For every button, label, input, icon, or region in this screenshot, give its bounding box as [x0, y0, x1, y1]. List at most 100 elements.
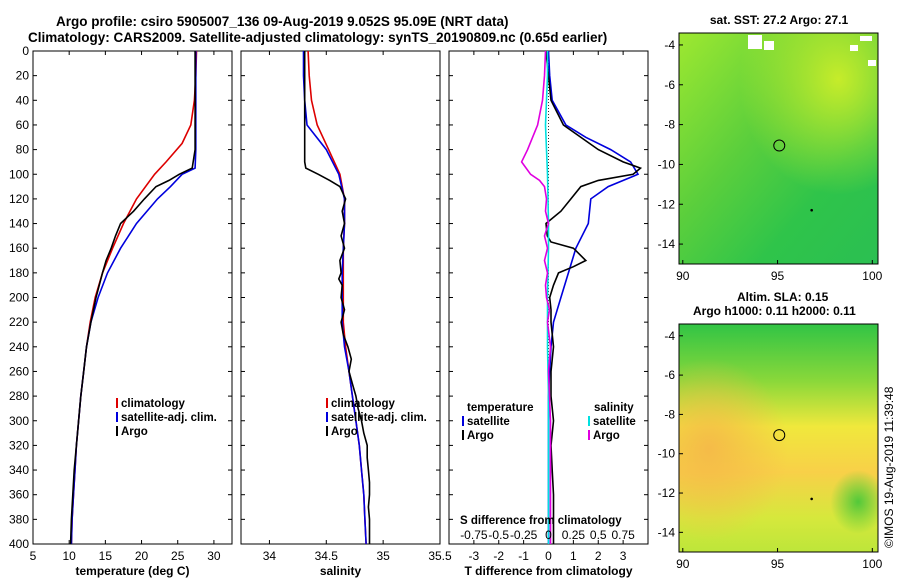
imos-watermark: ©IMOS 19-Aug-2019 11:39:48	[882, 386, 896, 548]
series-line-argo	[69, 51, 196, 545]
series-line-argo	[303, 51, 371, 544]
y-tick-label: 0	[22, 44, 29, 58]
y-tick-label: 140	[9, 217, 29, 231]
x-tick-label: 1	[570, 549, 577, 563]
legend-title-temperature: temperature	[467, 402, 533, 414]
map-y-tick-label: -8	[664, 407, 675, 421]
x-tick-label: 20	[135, 549, 149, 563]
plot-frame	[32, 50, 233, 545]
s-tick-label: 0.75	[611, 528, 635, 542]
map-x-tick-label: 100	[862, 557, 882, 571]
series-line-t-argo	[545, 50, 643, 544]
x-tick-label: 34	[263, 549, 277, 563]
map-y-tick-label: -14	[658, 525, 676, 539]
sst-map-cloud-mask	[860, 36, 872, 41]
sst-map-cloud-mask	[868, 60, 876, 66]
y-tick-label: 160	[9, 241, 29, 255]
legend-title-salinity: salinity	[594, 402, 634, 414]
legend-label: climatology	[331, 398, 396, 410]
sst-map-warm-region	[679, 33, 878, 264]
legend-label: Argo	[121, 426, 148, 438]
argo-previous-position	[810, 208, 813, 212]
x-tick-label: 30	[207, 549, 221, 563]
argo-position-marker	[773, 429, 786, 442]
map-x-tick-label: 95	[771, 557, 785, 571]
series-line-satellite-adj-clim-	[302, 51, 367, 545]
sst-map-cloud-mask	[748, 35, 762, 49]
x-tick-label: 2	[595, 549, 602, 563]
x-tick-label: 5	[30, 549, 37, 563]
s-tick-label: 0.5	[590, 528, 607, 542]
s-tick-label: -0.75	[460, 528, 488, 542]
x-tick-label: -3	[469, 549, 480, 563]
y-tick-label: 300	[9, 414, 29, 428]
y-tick-label: 100	[9, 167, 29, 181]
y-tick-label: 80	[16, 143, 30, 157]
map-y-tick-label: -12	[658, 197, 676, 211]
x-tick-label: 35	[376, 549, 390, 563]
map-x-tick-label: 90	[676, 557, 690, 571]
x-tick-label: 0	[545, 549, 552, 563]
y-tick-label: 320	[9, 438, 29, 452]
map-y-tick-label: -14	[658, 237, 676, 251]
legend-label: Argo	[467, 430, 494, 442]
temperature-panel: 0 20 40 60 80 100 120 140 160 180 200 220 240 260 280 3…	[9, 44, 233, 578]
argo-position-marker	[773, 139, 786, 152]
map-y-tick-label: -4	[664, 329, 675, 343]
difference-panel: -3 -2 -1 0 1 2 3T difference from climatology t…	[448, 50, 649, 578]
y-tick-label: 400	[9, 537, 29, 551]
x-axis-label: salinity	[320, 564, 362, 578]
series-line-climatology	[70, 50, 198, 545]
x-tick-label: 35.5	[428, 549, 452, 563]
x-tick-label: 34.5	[315, 549, 339, 563]
argo-previous-position	[810, 497, 813, 501]
map-y-tick-label: -6	[664, 78, 675, 92]
y-tick-label: 360	[9, 488, 29, 502]
sst-map-cloud-mask	[850, 45, 858, 51]
s-axis-title: S difference from climatology	[460, 515, 622, 527]
sla-map-anomaly-low	[679, 324, 878, 552]
y-tick-label: 260	[9, 364, 29, 378]
sla-map-frame	[678, 323, 879, 553]
x-axis-label: temperature (deg C)	[75, 564, 189, 578]
series-line-s-satellite	[544, 51, 550, 544]
x-tick-label: 3	[620, 549, 627, 563]
map-y-tick-label: -4	[664, 38, 675, 52]
s-tick-label: 0.25	[562, 528, 586, 542]
x-tick-label: -1	[518, 549, 529, 563]
x-tick-label: 15	[99, 549, 113, 563]
legend-label: Argo	[593, 430, 620, 442]
map-y-tick-label: -8	[664, 118, 675, 132]
map-y-tick-label: -10	[658, 447, 676, 461]
sst-map-title: sat. SST: 27.2 Argo: 27.1	[710, 13, 849, 27]
s-tick-label: 0	[545, 528, 552, 542]
title-line-2: Climatology: CARS2009. Satellite-adjuste…	[28, 30, 607, 45]
y-tick-label: 20	[16, 69, 30, 83]
y-tick-label: 120	[9, 192, 29, 206]
y-tick-label: 380	[9, 512, 29, 526]
series-line-s-argo	[520, 50, 552, 544]
y-tick-label: 180	[9, 266, 29, 280]
y-tick-label: 200	[9, 291, 29, 305]
y-tick-label: 340	[9, 463, 29, 477]
map-y-tick-label: -6	[664, 368, 675, 382]
y-tick-label: 240	[9, 340, 29, 354]
y-tick-label: 220	[9, 315, 29, 329]
sla-map-title-1: Altim. SLA: 0.15	[737, 290, 829, 304]
legend-label: climatology	[121, 398, 186, 410]
s-tick-label: -0.5	[488, 528, 509, 542]
map-x-tick-label: 100	[862, 269, 882, 283]
series-line-t-satellite	[547, 50, 640, 544]
map-y-tick-label: -12	[658, 486, 676, 500]
y-tick-label: 280	[9, 389, 29, 403]
legend-label: satellite	[593, 416, 636, 428]
legend-label: satellite-adj. clim.	[121, 412, 217, 424]
x-tick-label: 10	[63, 549, 77, 563]
sst-map-panel: sat. SST: 27.2 Argo: 27.1 90 95 100 -4 -6 -8 -…	[658, 13, 883, 283]
legend-label: satellite-adj. clim.	[331, 412, 427, 424]
legend-label: Argo	[331, 426, 358, 438]
title-line-1: Argo profile: csiro 5905007_136 09-Aug-2…	[56, 14, 508, 29]
legend-label: satellite	[467, 416, 510, 428]
s-tick-label: -0.25	[510, 528, 538, 542]
